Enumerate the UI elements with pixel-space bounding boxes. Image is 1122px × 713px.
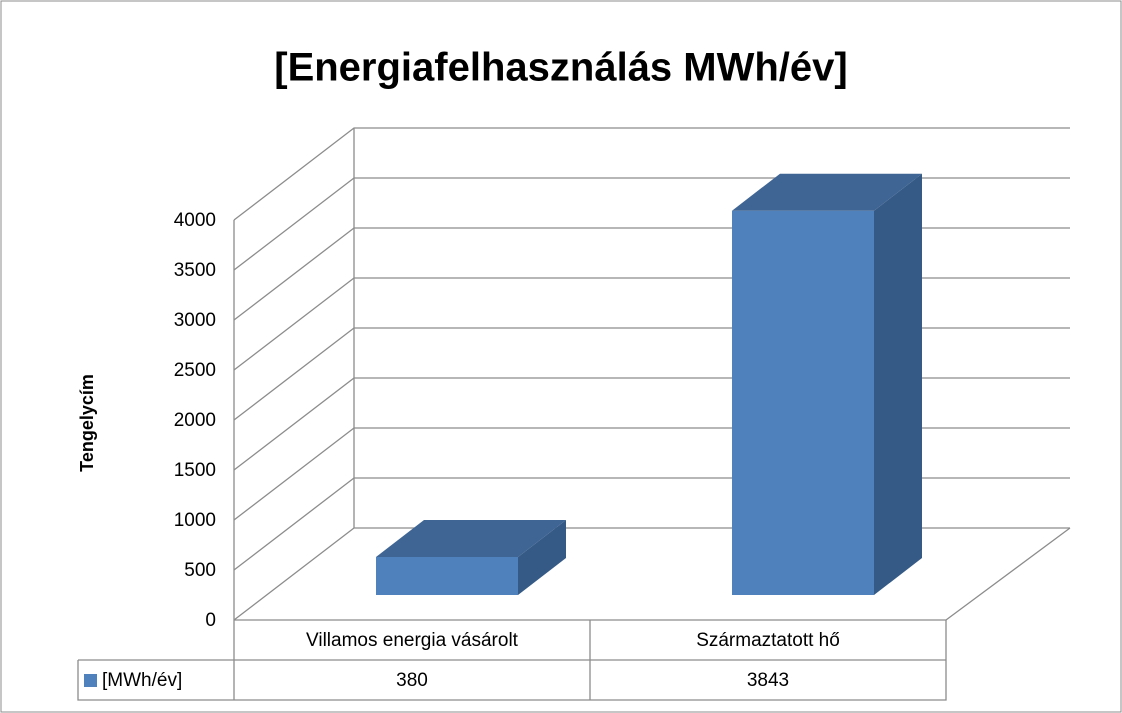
table-value: 380 — [396, 670, 428, 691]
x-tick-label: Villamos energia vásárolt — [306, 630, 519, 651]
y-tick-label: 4000 — [174, 210, 216, 231]
bar-front — [376, 557, 518, 595]
bar-side — [518, 520, 566, 595]
y-axis-label: Tengelycím — [77, 374, 97, 472]
bar-side — [874, 173, 922, 595]
table-grid — [77, 620, 947, 701]
bar-top — [732, 173, 922, 211]
y-tick-label: 3500 — [174, 260, 216, 281]
chart-title: [Energiafelhasználás MWh/év] — [274, 46, 847, 90]
bar — [732, 173, 922, 595]
y-tick-label: 1500 — [174, 460, 216, 481]
y-tick-label: 1000 — [174, 510, 216, 531]
legend-swatch — [84, 674, 97, 687]
table-value: 3843 — [747, 670, 789, 691]
bar-front — [732, 210, 874, 595]
y-tick-label: 0 — [205, 610, 216, 631]
x-tick-label: Származtatott hő — [696, 630, 840, 651]
y-tick-label: 3000 — [174, 310, 216, 331]
legend-label: [MWh/év] — [102, 670, 182, 691]
y-tick-label: 500 — [184, 560, 216, 581]
y-tick-label: 2000 — [174, 410, 216, 431]
bar-top — [376, 520, 566, 557]
y-tick-label: 2500 — [174, 360, 216, 381]
bar — [376, 520, 566, 595]
